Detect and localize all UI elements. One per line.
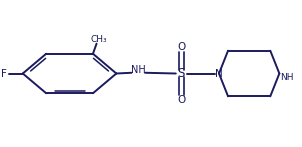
Text: F: F (1, 69, 7, 78)
Text: O: O (177, 95, 185, 105)
Text: N: N (215, 69, 223, 78)
Text: O: O (177, 42, 185, 52)
Text: NH: NH (280, 73, 294, 82)
Text: CH₃: CH₃ (91, 35, 107, 44)
Text: S: S (178, 67, 185, 80)
Text: NH: NH (131, 65, 146, 75)
